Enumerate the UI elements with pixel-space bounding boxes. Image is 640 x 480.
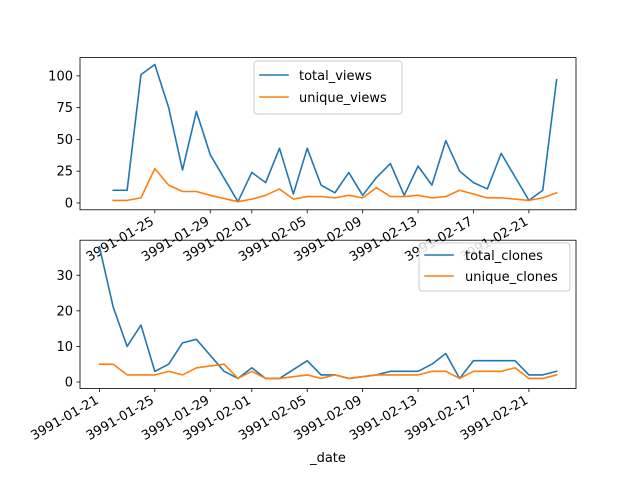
y-tick-label: 75 <box>56 101 73 116</box>
y-tick-label: 20 <box>56 304 73 319</box>
legend-label-unique-views: unique_views <box>299 91 387 106</box>
clones-axes-frame <box>79 239 577 389</box>
views-legend-frame <box>253 60 403 115</box>
y-tick-label: 50 <box>56 133 73 148</box>
clones-legend-frame <box>418 242 571 292</box>
legend-label-unique-clones: unique_clones <box>465 270 558 285</box>
clones-series-group <box>98 245 558 380</box>
legend-label-total-clones: total_clones <box>465 249 543 264</box>
y-tick-label: 30 <box>56 269 73 284</box>
legend-label-total-views: total_views <box>299 69 372 84</box>
views-legend: total_views unique_views <box>253 60 403 115</box>
clones-x-axis-label: _date <box>309 451 346 466</box>
y-tick-label: 0 <box>65 196 73 211</box>
y-tick-label: 25 <box>56 165 73 180</box>
y-tick-label: 100 <box>48 69 73 84</box>
clones-legend: total_clones unique_clones <box>418 242 571 292</box>
series-line-total-views <box>112 63 558 203</box>
series-line-unique-views <box>112 167 558 203</box>
views-series-group <box>112 63 558 203</box>
series-line-unique-clones <box>98 363 558 380</box>
views-y-ticks: 0 25 50 75 100 <box>48 69 80 211</box>
series-line-total-clones <box>98 245 558 380</box>
y-tick-label: 0 <box>65 376 73 391</box>
y-tick-label: 10 <box>56 340 73 355</box>
views-axes-frame <box>79 57 577 211</box>
clones-y-ticks: 0 10 20 30 <box>56 269 80 391</box>
